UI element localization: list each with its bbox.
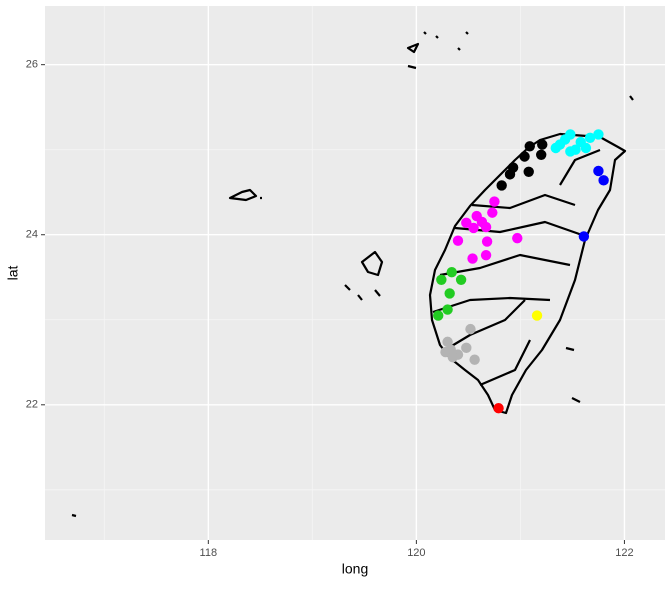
y-tick-label: 26 [26, 59, 38, 71]
point [536, 149, 547, 161]
map-outline [71, 31, 634, 518]
point [444, 288, 455, 299]
point [480, 249, 492, 261]
point [433, 310, 444, 321]
point [531, 310, 543, 321]
point [452, 235, 464, 246]
point [442, 304, 453, 315]
point [496, 180, 507, 191]
point [519, 151, 530, 162]
point [565, 146, 576, 157]
point [593, 129, 604, 140]
point [580, 142, 592, 154]
y-axis-label: lat [5, 266, 21, 281]
point [565, 129, 576, 140]
point [493, 403, 504, 414]
point [446, 266, 457, 278]
point [476, 216, 488, 228]
point [537, 139, 548, 150]
x-tick-label: 120 [407, 547, 425, 559]
point [578, 231, 590, 242]
point [524, 141, 535, 152]
point [447, 351, 458, 363]
point [465, 323, 476, 335]
point [461, 342, 472, 354]
point [512, 232, 523, 244]
points [433, 129, 609, 414]
point [461, 217, 472, 229]
point [593, 165, 604, 177]
point [504, 169, 516, 180]
y-tick-label: 24 [26, 229, 38, 241]
point [469, 354, 480, 365]
x-axis-label: long [342, 561, 368, 577]
point [455, 274, 467, 286]
panel [45, 6, 665, 540]
point [598, 175, 609, 186]
point [436, 274, 447, 286]
grid [45, 6, 665, 540]
point [468, 222, 479, 234]
point [440, 346, 451, 358]
point [481, 236, 493, 247]
point [523, 166, 534, 178]
x-tick-label: 118 [200, 547, 218, 559]
x-tick-label: 122 [615, 547, 633, 559]
point [584, 132, 596, 143]
point [487, 207, 498, 218]
point [467, 253, 478, 264]
point [554, 139, 566, 150]
y-tick-label: 22 [26, 399, 38, 411]
point [489, 196, 500, 207]
